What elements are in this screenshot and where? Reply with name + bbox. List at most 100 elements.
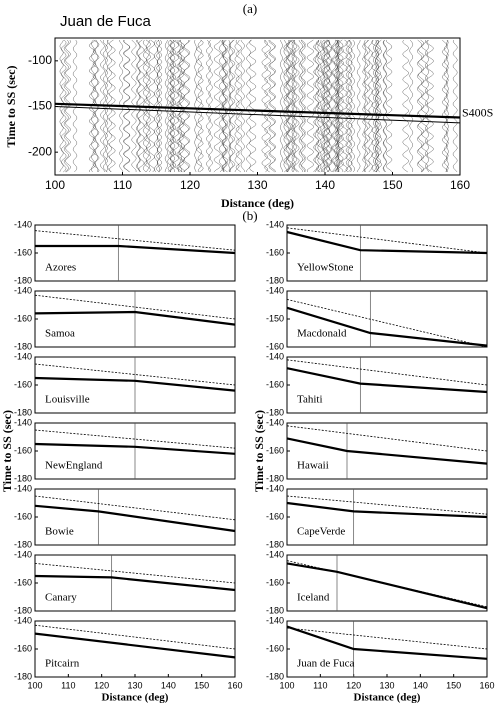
y-axis-label: Time to SS (sec): [252, 410, 266, 492]
waveform-trace: [228, 39, 236, 173]
waveform-trace: [445, 39, 449, 173]
waveform-trace: [313, 39, 320, 173]
y-axis-label: Time to SS (sec): [4, 65, 18, 147]
x-tick-label: 140: [315, 178, 335, 192]
waveform-trace: [345, 39, 353, 173]
series-line: [286, 495, 488, 515]
x-tick-label: 150: [446, 680, 461, 690]
waveform-trace: [375, 39, 380, 173]
waveform-trace: [286, 39, 294, 173]
waveform-trace: [179, 39, 182, 173]
y-tick-label: -140: [266, 285, 284, 295]
waveform-trace: [208, 39, 213, 173]
series-line: [286, 367, 488, 394]
y-tick-label: -180: [14, 671, 32, 681]
panel-name: Azores: [45, 262, 76, 274]
waveform-trace: [228, 39, 234, 173]
waveform-trace: [382, 39, 387, 173]
panel-name: NewEngland: [45, 460, 103, 472]
chart-title: Juan de Fuca: [60, 13, 152, 30]
y-tick-label: -140: [266, 549, 284, 559]
y-tick-label: -180: [266, 539, 284, 549]
series-line: [34, 429, 236, 449]
y-tick-label: -180: [266, 275, 284, 285]
x-tick-label: 130: [127, 680, 142, 690]
waveform-trace: [336, 39, 344, 173]
y-tick-label: -140: [14, 219, 32, 229]
waveform-trace: [452, 39, 458, 173]
y-tick-label: -140: [14, 615, 32, 625]
x-tick-label: 120: [94, 680, 109, 690]
y-tick-label: -180: [14, 539, 32, 549]
series-line: [286, 425, 488, 452]
y-tick-label: -160: [14, 577, 32, 587]
y-tick-label: -140: [14, 417, 32, 427]
y-tick-label: -160: [14, 511, 32, 521]
y-tick-label: -140: [266, 615, 284, 625]
y-tick-label: -180: [266, 473, 284, 483]
waveform-trace: [170, 39, 176, 172]
panel-name: Bowie: [45, 526, 74, 538]
waveform-trace: [409, 39, 414, 173]
series-line: [286, 627, 488, 650]
waveform-trace: [331, 39, 336, 173]
series-line: [34, 442, 236, 455]
waveform-trace: [283, 39, 288, 173]
series-line: [286, 230, 488, 255]
waveform-trace: [268, 39, 276, 173]
waveform-trace: [350, 39, 356, 173]
waveform-trace: [306, 39, 315, 173]
y-tick-label: -140: [14, 483, 32, 493]
x-tick-label: 160: [227, 680, 242, 690]
x-tick-label: 120: [180, 178, 200, 192]
waveform-trace: [246, 39, 252, 173]
x-tick-label: 150: [382, 178, 402, 192]
y-tick-label: -160: [266, 379, 284, 389]
series-line: [286, 437, 488, 465]
waveform-trace: [364, 39, 371, 173]
waveform-trace: [286, 39, 291, 173]
waveform-trace: [290, 39, 298, 173]
y-tick-label: -140: [266, 483, 284, 493]
waveform-trace: [221, 39, 227, 173]
panel-label: (a): [243, 1, 257, 16]
waveform-trace: [213, 39, 221, 173]
waveform-trace: [194, 39, 197, 173]
y-tick-label: -140: [266, 417, 284, 427]
waveform-trace: [345, 39, 351, 173]
waveform-trace: [293, 39, 300, 173]
waveform-trace: [279, 39, 283, 173]
panel-name: Iceland: [297, 592, 330, 604]
panel-name: Hawaii: [297, 460, 329, 472]
waveform-trace: [385, 39, 393, 173]
y-tick-label: -180: [266, 407, 284, 417]
x-tick-label: 110: [61, 680, 75, 690]
series-line: [286, 359, 488, 386]
waveform-trace: [234, 39, 240, 173]
waveform-trace: [416, 39, 423, 173]
waveform-trace: [376, 39, 383, 173]
waveform-trace: [336, 39, 341, 173]
x-axis-label: Distance (deg): [221, 196, 294, 210]
waveform-trace: [374, 39, 379, 173]
y-axis-label: Time to SS (sec): [0, 410, 14, 492]
y-tick-label: -160: [266, 341, 284, 351]
y-tick-label: -160: [14, 313, 32, 323]
x-tick-label: 100: [27, 680, 42, 690]
waveform-trace: [59, 39, 64, 173]
panel-name: Juan de Fuca: [297, 658, 355, 670]
x-tick-label: 100: [45, 178, 65, 192]
waveform-trace: [337, 39, 344, 173]
series-line: [34, 504, 236, 533]
waveform-trace: [249, 39, 257, 173]
y-tick-label: -140: [266, 351, 284, 361]
y-tick-label: -160: [266, 445, 284, 455]
y-tick-label: -180: [266, 671, 284, 681]
waveform-trace: [156, 39, 163, 173]
waveform-trace: [169, 39, 177, 173]
y-tick-label: -160: [14, 643, 32, 653]
x-tick-label: 100: [279, 680, 294, 690]
y-tick-label: -150: [266, 313, 284, 323]
panel-name: Macdonald: [297, 328, 347, 340]
waveform-trace: [164, 39, 168, 173]
